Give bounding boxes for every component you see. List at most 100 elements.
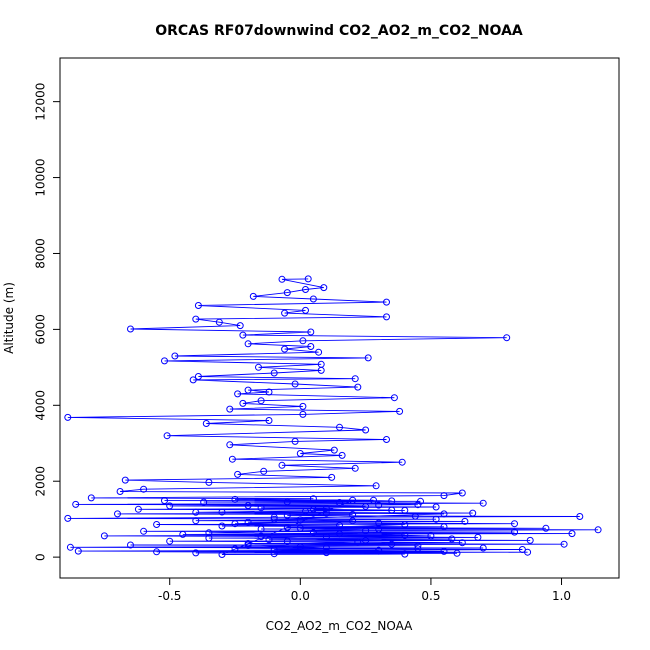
- data-point: [396, 407, 404, 415]
- data-point: [309, 495, 317, 503]
- data-point: [594, 526, 602, 534]
- data-point: [283, 511, 291, 519]
- data-point: [351, 375, 359, 383]
- data-point: [375, 525, 383, 533]
- data-point: [163, 432, 171, 440]
- data-point: [166, 537, 174, 545]
- data-point: [309, 529, 317, 537]
- data-point: [448, 535, 456, 543]
- data-point: [322, 533, 330, 541]
- data-point: [322, 544, 330, 552]
- y-tick-label: 4000: [34, 390, 48, 421]
- data-point: [427, 532, 435, 540]
- data-point: [302, 306, 309, 314]
- data-point: [362, 536, 370, 544]
- data-point: [189, 376, 197, 384]
- data-point: [322, 509, 330, 517]
- data-point: [401, 521, 409, 528]
- data-point: [362, 527, 370, 535]
- data-point: [440, 510, 448, 518]
- data-point: [458, 489, 466, 497]
- data-point: [231, 545, 239, 553]
- data-point: [192, 508, 200, 516]
- data-point: [322, 549, 330, 557]
- data-point: [66, 543, 74, 551]
- data-point: [192, 517, 200, 525]
- data-point: [228, 455, 236, 463]
- data-point: [354, 383, 362, 391]
- data-point: [503, 334, 511, 342]
- data-point: [388, 506, 396, 514]
- y-tick-label: 2000: [34, 466, 48, 497]
- data-point: [283, 537, 291, 545]
- data-point: [249, 292, 257, 300]
- data-point: [440, 492, 448, 500]
- data-point: [116, 488, 124, 495]
- data-point: [432, 515, 440, 523]
- data-point: [270, 550, 278, 558]
- data-point: [375, 501, 383, 509]
- data-point: [364, 354, 372, 362]
- data-point: [304, 275, 312, 283]
- data-point: [72, 500, 80, 508]
- data-point: [526, 536, 534, 544]
- data-point: [140, 527, 148, 535]
- data-point: [315, 348, 323, 356]
- data-point: [255, 363, 262, 371]
- y-axis-label: Altitude (m): [2, 282, 16, 354]
- data-point: [226, 405, 234, 413]
- data-point: [257, 504, 265, 512]
- data-point: [231, 495, 239, 503]
- x-axis-label: CO2_AO2_m_CO2_NOAA: [266, 619, 413, 633]
- x-tick-label: 0.5: [421, 589, 440, 603]
- data-point: [401, 550, 409, 558]
- data-point: [354, 538, 362, 546]
- data-point: [479, 499, 487, 507]
- data-point: [309, 505, 317, 513]
- data-point: [134, 505, 142, 513]
- data-point: [414, 545, 422, 553]
- data-point: [479, 544, 487, 552]
- data-point: [411, 512, 419, 520]
- data-point: [161, 357, 168, 365]
- data-point: [322, 505, 330, 512]
- data-point: [140, 485, 148, 493]
- data-point: [349, 517, 357, 525]
- data-point: [270, 513, 278, 521]
- data-point: [278, 275, 286, 283]
- data-point: [336, 499, 343, 506]
- data-point: [64, 413, 72, 421]
- data-point: [205, 478, 213, 486]
- data-point: [202, 420, 210, 427]
- data-point: [74, 547, 82, 555]
- data-point: [328, 473, 336, 481]
- data-point: [302, 286, 309, 293]
- data-point: [205, 529, 213, 537]
- data-point: [372, 482, 380, 490]
- data-point: [114, 510, 121, 518]
- data-point: [171, 352, 179, 360]
- data-point: [270, 515, 278, 523]
- data-point: [401, 531, 409, 539]
- x-tick-label: 1.0: [552, 589, 571, 603]
- data-point: [296, 524, 304, 532]
- data-point: [383, 298, 390, 306]
- data-point: [244, 541, 252, 549]
- data-point: [542, 524, 550, 532]
- data-point: [511, 520, 518, 528]
- data-point: [349, 496, 357, 504]
- x-tick-label: 0.0: [291, 589, 310, 603]
- data-point: [432, 503, 440, 511]
- data-point: [218, 551, 226, 558]
- data-point: [100, 532, 108, 540]
- data-point: [336, 423, 343, 431]
- y-tick-label: 8000: [34, 238, 48, 269]
- data-point: [127, 541, 134, 549]
- data-point: [236, 322, 244, 330]
- data-point: [524, 548, 532, 556]
- x-axis: -0.5 0.0 0.5 1.0: [158, 577, 571, 603]
- data-point: [153, 521, 161, 528]
- data-point: [257, 533, 265, 541]
- data-point: [320, 284, 328, 292]
